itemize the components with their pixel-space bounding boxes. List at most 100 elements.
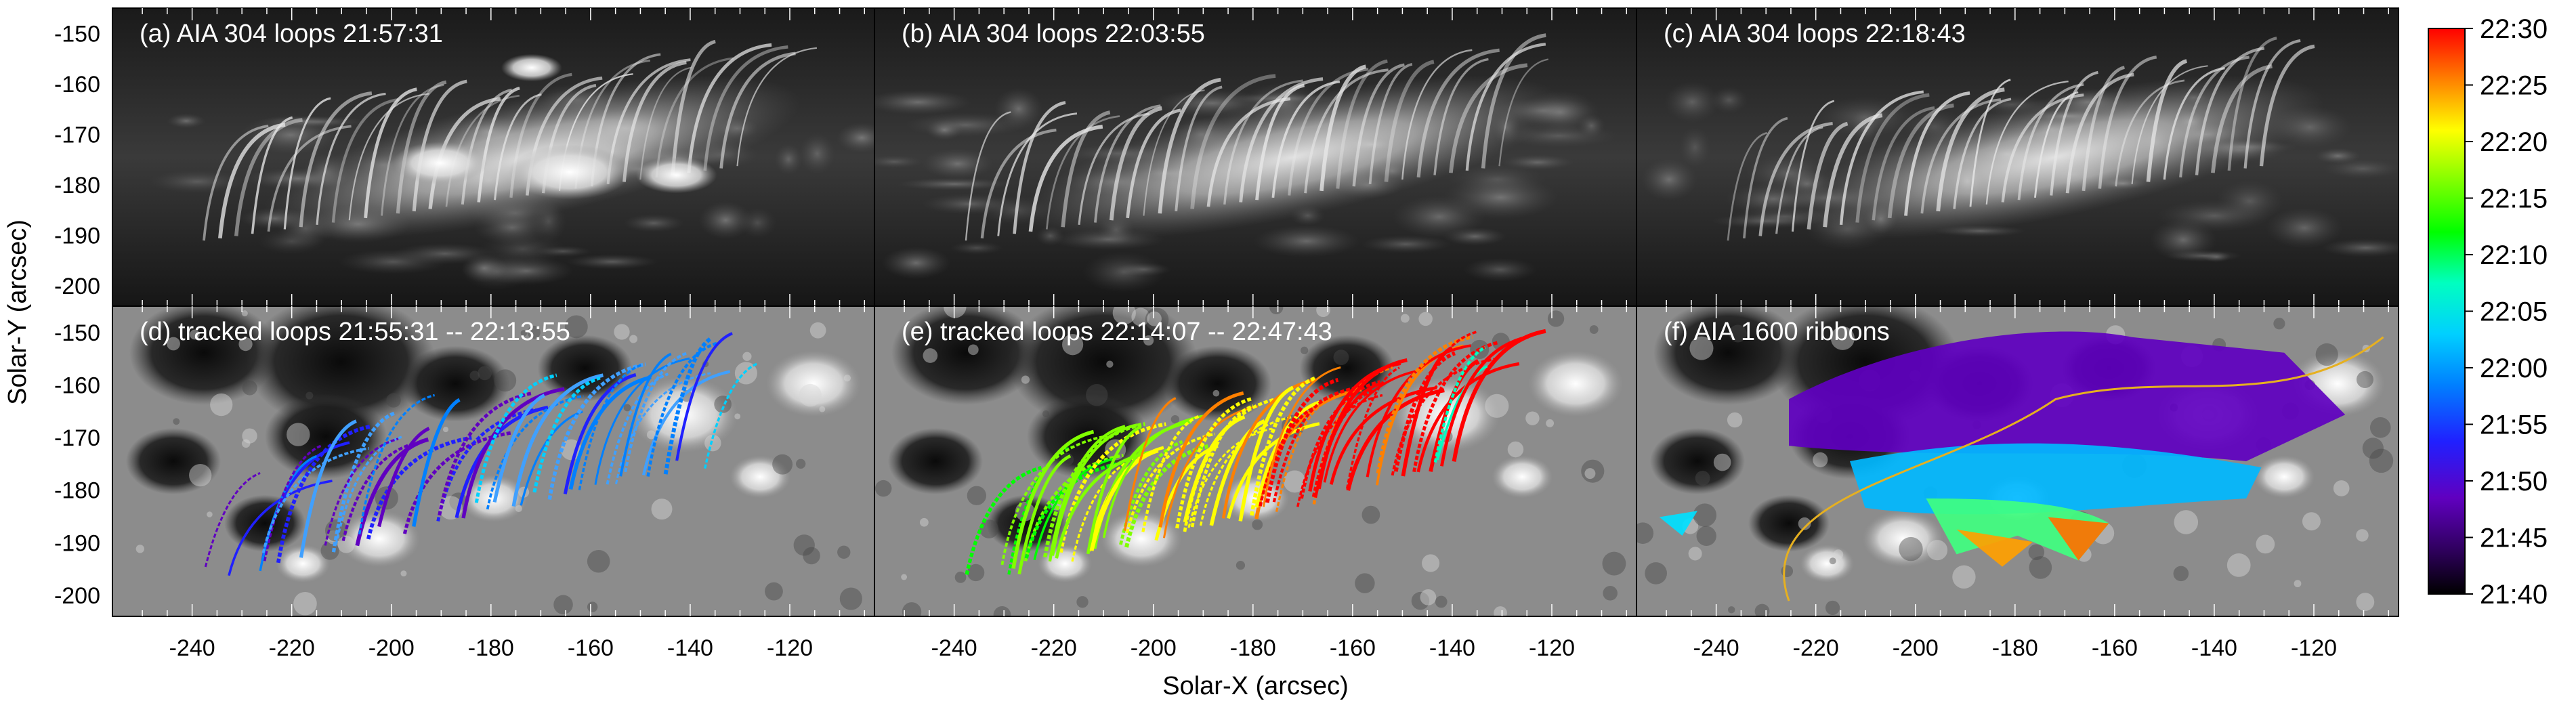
tracked-loop <box>1313 382 1381 498</box>
euv-loop-strand <box>1823 113 1883 228</box>
magnetogram-speckle <box>843 375 851 382</box>
tracked-loop <box>563 373 637 494</box>
magnetogram-speckle <box>210 393 233 417</box>
euv-loop-strand <box>997 112 1078 236</box>
negative-polarity <box>1008 306 1198 429</box>
magnetogram-speckle <box>704 434 721 452</box>
tracked-loop <box>1209 419 1265 526</box>
magnetogram-speckle <box>1695 471 1710 486</box>
magnetogram-speckle <box>1798 517 1811 530</box>
euv-loop-strand <box>703 45 788 171</box>
euv-loop-strand <box>687 43 772 173</box>
tracked-loop <box>261 446 369 553</box>
tracked-loop <box>1158 391 1244 528</box>
magnetogram-speckle <box>241 310 248 317</box>
euv-bright-kernel <box>635 156 717 194</box>
magnetogram-speckle <box>1042 410 1050 417</box>
tracked-loop <box>1043 422 1145 557</box>
colorbar-label: 22:15 <box>2480 184 2548 214</box>
tracked-loop <box>1376 335 1473 474</box>
tracked-loop <box>412 398 461 527</box>
magnetogram-speckle <box>1825 600 1840 616</box>
tracked-loop <box>1089 448 1159 551</box>
magnetogram-speckle <box>819 406 826 412</box>
tracked-loop <box>299 419 357 558</box>
panel-e <box>874 306 1637 616</box>
tracked-loop <box>1086 425 1142 555</box>
magnetogram-speckle <box>902 602 922 616</box>
euv-texture <box>874 155 924 169</box>
magnetogram-speckle <box>809 322 826 339</box>
tracked-loop <box>1262 366 1341 507</box>
colorbar-label: 22:00 <box>2480 354 2548 383</box>
magnetogram-speckle <box>469 370 480 381</box>
x-tick-label: -180 <box>468 635 514 661</box>
tracked-loop <box>259 454 317 572</box>
negative-polarity <box>126 428 221 494</box>
magnetogram-speckle <box>2029 556 2052 579</box>
euv-loop-strand <box>736 47 818 167</box>
magnetogram-speckle <box>287 423 310 446</box>
tracked-loop <box>204 472 261 568</box>
euv-loop-strand <box>622 60 687 182</box>
magnetogram-speckle <box>242 380 257 396</box>
x-tick-label: -140 <box>667 635 713 661</box>
colorbar-label: 22:30 <box>2480 14 2548 44</box>
magnetogram-speckle <box>1236 561 1246 570</box>
euv-texture <box>874 89 972 115</box>
euv-loop-strand <box>1158 77 1221 214</box>
magnetogram-speckle <box>1147 311 1162 326</box>
euv-loop-strand <box>477 87 520 203</box>
magnetogram-speckle <box>765 582 783 601</box>
euv-loop-strand <box>1904 91 1970 216</box>
euv-loop-strand <box>331 98 399 223</box>
euv-loop-strand <box>1061 110 1111 228</box>
x-tick-label: -200 <box>1131 635 1177 661</box>
tracked-loop <box>1141 415 1200 532</box>
tracked-loop <box>1017 454 1072 575</box>
magnetogram-speckle <box>1713 453 1731 471</box>
colorbar: 22:30 22:25 22:20 22:15 22:10 22:05 22:00 21:55… <box>2428 14 2548 610</box>
negative-polarity <box>1653 306 1802 405</box>
euv-loop-strand <box>2163 67 2225 180</box>
magnetogram-speckle <box>1603 586 1618 601</box>
tracked-loop <box>1126 432 1216 534</box>
positive-polarity <box>459 474 528 522</box>
x-tick-label: -140 <box>1429 635 1475 661</box>
euv-loop-strand <box>283 97 331 230</box>
euv-loop-strand <box>1336 59 1388 189</box>
tracked-loop <box>355 437 429 547</box>
positive-polarity <box>1862 510 1944 568</box>
euv-texture <box>1664 81 1720 123</box>
negative-polarity <box>1299 335 1395 402</box>
x-tick-label: -220 <box>1793 635 1839 661</box>
magnetogram-speckle <box>1688 547 1702 561</box>
magnetogram-speckle <box>1494 606 1507 616</box>
tracked-loop <box>547 362 646 500</box>
magnetogram-speckle <box>1112 306 1136 325</box>
magnetogram-speckle <box>1926 540 1948 561</box>
euv-loop-strand <box>299 91 373 228</box>
tracked-loop <box>492 394 545 503</box>
tracked-loop <box>228 480 333 576</box>
magnetogram-speckle <box>1021 375 1030 384</box>
magnetogram-speckle <box>1689 336 1714 360</box>
magnetogram-speckle <box>1143 335 1154 346</box>
axes: -150 -160 -170 -180 -190 -200 -150 -160 -170 -180… <box>3 21 2337 700</box>
panel-title: (f) AIA 1600 ribbons <box>1664 318 1890 346</box>
euv-loop-strand <box>1481 33 1546 169</box>
euv-loop-strand <box>348 93 429 221</box>
positive-polarity <box>276 545 331 583</box>
magnetogram-speckle <box>1062 334 1084 356</box>
euv-texture <box>1361 235 1451 253</box>
x-tick-label: -240 <box>1693 635 1739 661</box>
euv-texture <box>1463 257 1537 282</box>
colorbar-label: 21:45 <box>2480 524 2548 553</box>
euv-texture <box>897 177 1012 191</box>
tracked-loop <box>1254 400 1320 508</box>
tracked-loop <box>341 442 415 541</box>
euv-loop-strand <box>655 57 734 178</box>
euv-texture <box>149 170 246 194</box>
magnetogram-speckle <box>734 413 741 420</box>
magnetogram-speckle <box>293 591 317 616</box>
